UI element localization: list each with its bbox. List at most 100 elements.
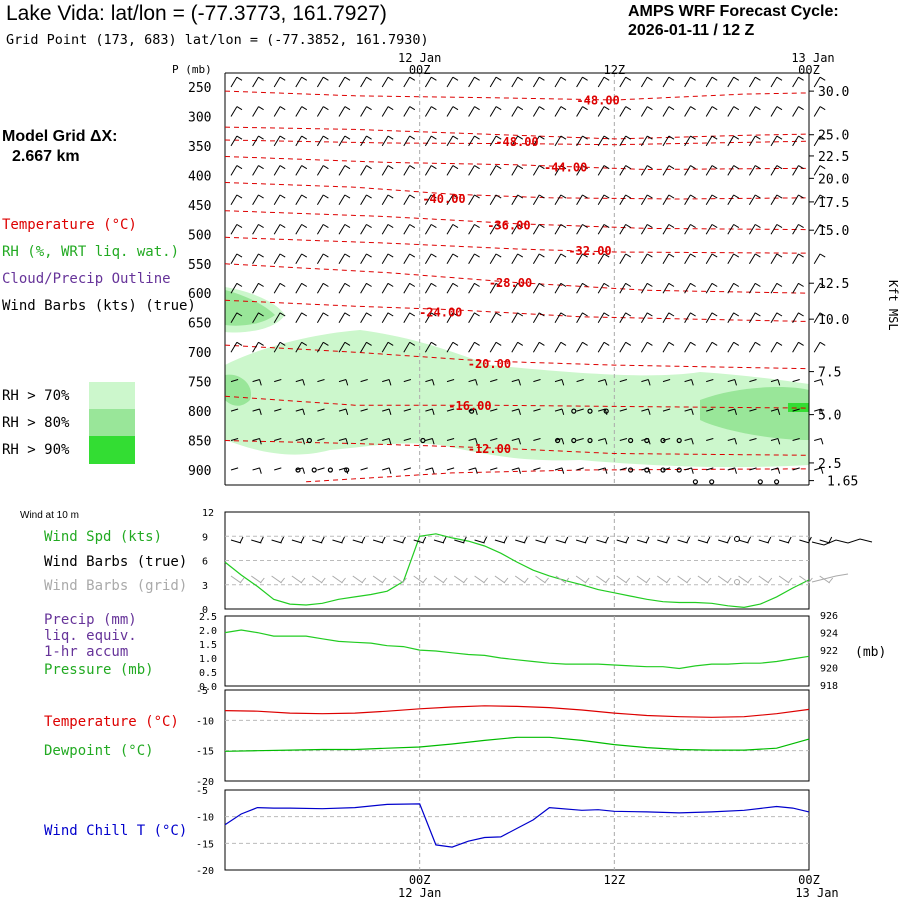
wind-barb bbox=[748, 312, 761, 323]
wind-barb bbox=[403, 312, 416, 323]
true-wind-barb bbox=[657, 536, 670, 544]
true-wind-barb bbox=[494, 536, 508, 544]
true-wind-barb bbox=[474, 536, 488, 544]
wind-barb bbox=[230, 106, 243, 117]
wind-barb bbox=[273, 106, 286, 117]
wind-barb bbox=[813, 165, 826, 176]
wind-barb bbox=[511, 467, 521, 474]
pressure-tick-label: 918 bbox=[820, 681, 838, 692]
wind-barb bbox=[598, 467, 608, 474]
legend-wind-speed: Wind Spd (kts) bbox=[44, 529, 163, 545]
wind-barb bbox=[532, 224, 545, 235]
precip-tick-label: 1.0 bbox=[199, 654, 217, 665]
cloud-precip-marker bbox=[757, 479, 763, 485]
cross-section-plot bbox=[224, 72, 826, 486]
true-wind-barb bbox=[251, 536, 264, 544]
hour-label-top: 00Z bbox=[798, 63, 820, 77]
wind-barb bbox=[770, 282, 783, 294]
grid-wind-barb bbox=[778, 575, 793, 584]
wind-barb bbox=[295, 379, 305, 386]
wind-barb bbox=[360, 467, 368, 471]
wind-barb bbox=[511, 165, 524, 176]
wind-barb bbox=[424, 224, 437, 235]
legend-liq-equiv: liq. equiv. bbox=[44, 628, 137, 644]
wind-barb bbox=[792, 438, 800, 441]
height-tick-label: 15.0 bbox=[818, 224, 849, 239]
wind-barb bbox=[770, 408, 781, 415]
wind-barb bbox=[619, 282, 632, 294]
wind-speed-tick-label: 12 bbox=[202, 508, 214, 519]
wind-barb bbox=[705, 341, 718, 353]
wind-barb bbox=[273, 282, 286, 294]
forecast-cycle-label: AMPS WRF Forecast Cycle: bbox=[628, 3, 839, 20]
temperature-contour bbox=[224, 210, 810, 231]
wind-panel bbox=[224, 511, 873, 610]
grid-wind-barb bbox=[514, 575, 529, 584]
pressure-tick-label: 900 bbox=[188, 464, 211, 479]
pressure-tick-label: 850 bbox=[188, 435, 211, 450]
wind-barb bbox=[597, 282, 610, 294]
grid-wind-barb bbox=[555, 575, 570, 584]
temperature-contour bbox=[224, 139, 810, 146]
wind-barb bbox=[317, 379, 325, 383]
wind-barb bbox=[662, 467, 671, 471]
rh-legend-swatch-70 bbox=[89, 382, 135, 409]
wind-barb bbox=[576, 312, 588, 323]
pressure-tick-label: 600 bbox=[188, 287, 211, 302]
wind-barb bbox=[619, 106, 632, 117]
pressure-tick-label: 350 bbox=[188, 140, 211, 155]
wind-barb bbox=[792, 253, 804, 265]
wind-barb bbox=[403, 282, 416, 294]
wind-barb bbox=[424, 135, 437, 147]
wind-barb bbox=[511, 312, 524, 323]
wind-chill-panel-border bbox=[224, 789, 810, 871]
wind-barb bbox=[597, 253, 610, 265]
cloud-precip-marker bbox=[676, 467, 682, 473]
legend-wind: Wind Barbs (kts) (true) bbox=[2, 298, 196, 314]
wind-barb bbox=[316, 253, 329, 265]
true-wind-barb bbox=[535, 536, 548, 544]
wind-barb bbox=[424, 106, 437, 117]
true-wind-barb bbox=[413, 536, 427, 544]
temperature-contour bbox=[224, 126, 810, 140]
grid-wind-barb bbox=[697, 575, 712, 584]
true-wind-barb bbox=[819, 536, 833, 544]
wind-barb bbox=[382, 467, 392, 474]
cloud-precip-marker bbox=[587, 408, 593, 414]
wind-barb bbox=[619, 76, 632, 88]
wind-barb bbox=[727, 224, 740, 235]
wind-barb bbox=[727, 438, 737, 445]
wind-barb bbox=[316, 106, 329, 117]
wind-barb bbox=[338, 106, 351, 117]
wind-barb bbox=[511, 379, 521, 386]
temperature-contour-label: -44.00 bbox=[544, 161, 587, 175]
wind-barb bbox=[273, 312, 286, 323]
hour-label-bottom: 00Z bbox=[409, 873, 431, 887]
date-label-bottom: 13 Jan bbox=[795, 886, 838, 900]
wind-barb bbox=[554, 253, 567, 265]
wind-barb bbox=[792, 194, 804, 206]
wind-barb bbox=[792, 312, 804, 323]
wind-barb bbox=[662, 379, 671, 383]
temperature-contour-label: -20.00 bbox=[468, 357, 511, 371]
temperature-panel bbox=[224, 689, 810, 782]
legend-temperature-series: Temperature (°C) bbox=[44, 714, 179, 730]
wind-barb bbox=[252, 224, 264, 235]
rh-80-region bbox=[700, 387, 809, 440]
wind-barb bbox=[533, 438, 541, 441]
wind-barb bbox=[619, 379, 628, 383]
wind-barb bbox=[813, 282, 826, 294]
wind-barb bbox=[424, 253, 437, 265]
wind-chill-tick-label: -10 bbox=[196, 813, 214, 824]
grid-wind-barb bbox=[291, 575, 306, 584]
legend-dewpoint-series: Dewpoint (°C) bbox=[44, 743, 154, 759]
grid-wind-barb bbox=[332, 575, 346, 584]
true-wind-barb bbox=[636, 536, 650, 544]
wind-barb bbox=[338, 282, 351, 294]
wind-barb bbox=[230, 76, 243, 88]
cloud-precip-marker bbox=[554, 437, 561, 444]
grid-wind-barb bbox=[474, 575, 488, 584]
height-tick-label: 22.5 bbox=[818, 150, 849, 165]
cloud-precip-marker bbox=[660, 437, 666, 444]
wind-barb bbox=[532, 253, 545, 265]
